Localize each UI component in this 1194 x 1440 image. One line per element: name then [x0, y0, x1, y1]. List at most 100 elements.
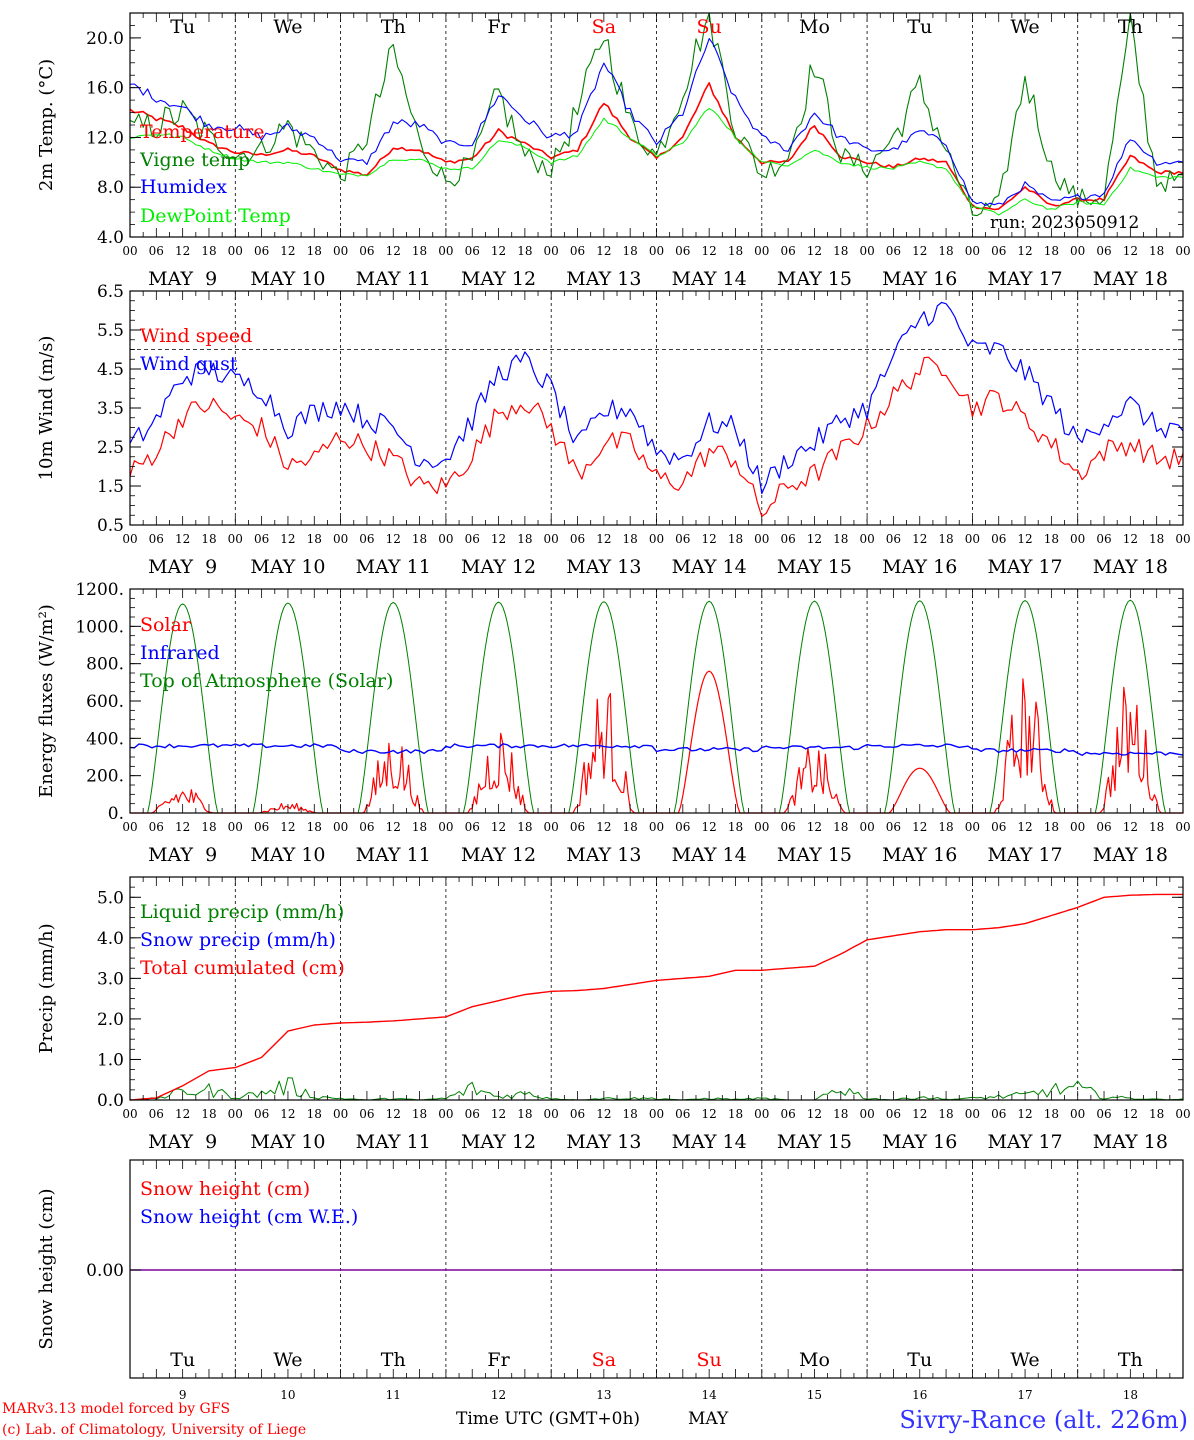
date-label: MAY 14 — [672, 844, 747, 866]
hour-tick-label: 06 — [570, 244, 585, 258]
hour-tick-label: 06 — [675, 532, 690, 546]
hour-tick-label: 18 — [517, 1107, 532, 1121]
legend-entry: Infrared — [140, 642, 220, 664]
hour-tick-label: 18 — [623, 532, 638, 546]
y-tick-label: 2.0 — [97, 1010, 124, 1030]
hour-tick-label: 00 — [754, 244, 769, 258]
weekday-label: We — [1010, 1349, 1039, 1371]
hour-tick-label: 12 — [1017, 820, 1032, 834]
hour-tick-label: 12 — [280, 820, 295, 834]
hour-tick-label: 06 — [780, 820, 795, 834]
legend-entry: Solar — [140, 614, 192, 636]
date-label: MAY 15 — [777, 1131, 852, 1153]
y-tick-label: 800. — [86, 655, 124, 675]
y-tick-label: 4.5 — [97, 360, 124, 380]
y-tick-label: 4.0 — [97, 228, 124, 248]
hour-tick-label: 06 — [359, 532, 374, 546]
hour-tick-label: 18 — [938, 1107, 953, 1121]
date-label: MAY 9 — [148, 844, 217, 866]
legend-entry: Snow height (cm) — [140, 1178, 310, 1200]
hour-tick-label: 18 — [728, 244, 743, 258]
hour-tick-label: 00 — [438, 1107, 453, 1121]
y-tick-label: 0.5 — [97, 516, 124, 536]
legend-entry: Snow height (cm W.E.) — [140, 1206, 358, 1228]
weekday-label: We — [1010, 16, 1039, 38]
hour-tick-label: 18 — [938, 532, 953, 546]
legend-entry: DewPoint Temp — [140, 205, 291, 227]
hour-tick-label: 12 — [1017, 244, 1032, 258]
hour-tick-label: 12 — [386, 244, 401, 258]
y-tick-label: 1.0 — [97, 1050, 124, 1070]
y-tick-label: 16.0 — [86, 79, 124, 99]
hour-tick-label: 18 — [623, 244, 638, 258]
hour-tick-label: 06 — [359, 1107, 374, 1121]
date-label: MAY 9 — [148, 1131, 217, 1153]
hour-tick-label: 00 — [965, 532, 980, 546]
series-line — [129, 893, 1183, 1101]
hour-tick-label: 18 — [1044, 1107, 1059, 1121]
date-label: MAY 17 — [987, 1131, 1062, 1153]
y-axis-label: Precip (mm/h) — [36, 923, 57, 1053]
date-label: MAY 15 — [777, 268, 852, 290]
labels-layer: 00 06 12 18 00 06 12 18 00 06 12 18 00 06 12 18 00 06 12 18… — [36, 16, 1191, 1402]
hour-tick-label: 06 — [254, 820, 269, 834]
hour-tick-label: 12 — [912, 532, 927, 546]
hour-tick-label: 00 — [649, 244, 664, 258]
hour-tick-label: 12 — [386, 532, 401, 546]
date-label: MAY 18 — [1093, 556, 1168, 578]
y-tick-label: 400. — [86, 729, 124, 749]
hour-tick-label: 12 — [491, 820, 506, 834]
day-number-label: 13 — [596, 1388, 611, 1402]
hour-tick-label: 18 — [833, 532, 848, 546]
hour-tick-label: 00 — [754, 1107, 769, 1121]
date-label: MAY 15 — [777, 844, 852, 866]
weekday-label: Sa — [592, 1349, 616, 1371]
hour-tick-label: 06 — [886, 820, 901, 834]
hour-tick-label: 18 — [307, 244, 322, 258]
hour-tick-label: 18 — [412, 1107, 427, 1121]
legend-entry: Temperature — [140, 121, 264, 143]
series-line — [129, 301, 1184, 495]
hour-tick-label: 18 — [728, 1107, 743, 1121]
y-tick-label: 3.5 — [97, 399, 124, 419]
y-axis-label: Snow height (cm) — [36, 1188, 57, 1349]
hour-tick-label: 00 — [228, 532, 243, 546]
hour-tick-label: 00 — [859, 1107, 874, 1121]
series-line — [129, 12, 1184, 217]
day-number-label: 15 — [807, 1388, 822, 1402]
hour-tick-label: 00 — [228, 820, 243, 834]
hour-tick-label: 00 — [333, 244, 348, 258]
legend-entry: Wind gust — [140, 353, 238, 375]
y-tick-label: 5.0 — [97, 888, 124, 908]
series-line — [129, 82, 1184, 211]
hour-tick-label: 18 — [623, 820, 638, 834]
day-number-label: 16 — [912, 1388, 927, 1402]
hour-tick-label: 06 — [1096, 1107, 1111, 1121]
hour-tick-label: 12 — [912, 244, 927, 258]
date-label: MAY 11 — [356, 1131, 431, 1153]
weekday-label: Th — [381, 1349, 406, 1371]
hour-tick-label: 00 — [438, 244, 453, 258]
hour-tick-label: 12 — [491, 244, 506, 258]
hour-tick-label: 12 — [491, 1107, 506, 1121]
hour-tick-label: 00 — [1175, 820, 1190, 834]
hour-tick-label: 00 — [333, 820, 348, 834]
axes-layer — [129, 12, 1184, 1379]
y-tick-label: 200. — [86, 767, 124, 787]
day-number-label: 18 — [1123, 1388, 1138, 1402]
hour-tick-label: 12 — [1017, 532, 1032, 546]
y-tick-label: 1000. — [75, 617, 124, 637]
hour-tick-label: 12 — [175, 820, 190, 834]
hour-tick-label: 06 — [1096, 532, 1111, 546]
y-tick-label: 20.0 — [86, 29, 124, 49]
hour-tick-label: 18 — [307, 532, 322, 546]
hour-tick-label: 06 — [886, 244, 901, 258]
hour-tick-label: 06 — [991, 820, 1006, 834]
y-tick-label: 3.0 — [97, 969, 124, 989]
weekday-label: Su — [697, 16, 722, 38]
date-label: MAY 10 — [250, 268, 325, 290]
weekday-label: Tu — [170, 1349, 195, 1371]
hour-tick-label: 00 — [1070, 244, 1085, 258]
hour-tick-label: 12 — [175, 244, 190, 258]
hour-tick-label: 18 — [728, 532, 743, 546]
